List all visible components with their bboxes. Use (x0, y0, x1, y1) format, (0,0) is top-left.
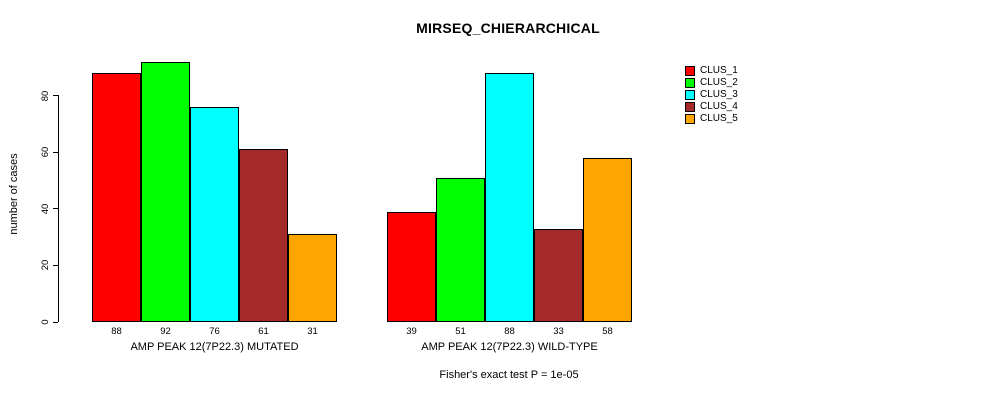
bar-value-label: 61 (258, 326, 269, 337)
legend-swatch (685, 78, 695, 88)
bar (141, 62, 190, 322)
y-axis-tick (53, 264, 58, 266)
legend-item: CLUS_3 (685, 89, 738, 101)
bar (239, 149, 288, 322)
legend-swatch (685, 90, 695, 100)
bar (387, 212, 436, 322)
bar-value-label: 58 (602, 326, 613, 337)
legend-label: CLUS_3 (700, 89, 738, 100)
bar-value-label: 39 (406, 326, 417, 337)
bar-value-label: 33 (553, 326, 564, 337)
legend-label: CLUS_2 (700, 77, 738, 88)
bar (485, 73, 534, 322)
legend-item: CLUS_5 (685, 113, 738, 125)
legend-swatch (685, 66, 695, 76)
bar (190, 107, 239, 322)
y-axis-tick-label: 40 (40, 203, 51, 215)
y-axis-line (58, 95, 59, 322)
y-axis-tick-label: 20 (40, 260, 51, 271)
legend-item: CLUS_4 (685, 101, 738, 113)
group-label: AMP PEAK 12(7P22.3) WILD-TYPE (421, 341, 598, 353)
chart-title: MIRSEQ_CHIERARCHICAL (416, 20, 600, 36)
y-axis-tick-label: 80 (40, 90, 51, 101)
legend-label: CLUS_5 (700, 113, 738, 124)
y-axis-tick (53, 151, 58, 153)
y-axis-tick (53, 321, 58, 323)
legend-label: CLUS_1 (700, 65, 738, 76)
group-label: AMP PEAK 12(7P22.3) MUTATED (130, 341, 299, 353)
y-axis-tick (53, 95, 58, 97)
legend: CLUS_1 CLUS_2 CLUS_3 CLUS_4 CLUS_5 (685, 65, 738, 125)
bar-value-label: 76 (209, 326, 220, 337)
y-axis-tick-label: 60 (40, 146, 51, 158)
y-axis-label: number of cases (8, 153, 20, 235)
footer-note: Fisher's exact test P = 1e-05 (439, 369, 579, 381)
bar (288, 234, 337, 322)
legend-item: CLUS_2 (685, 77, 738, 89)
bar (583, 158, 632, 322)
legend-item: CLUS_1 (685, 65, 738, 77)
bar-value-label: 88 (504, 326, 515, 337)
bar (436, 178, 485, 322)
legend-swatch (685, 114, 695, 124)
bar-value-label: 92 (160, 326, 171, 337)
legend-swatch (685, 102, 695, 112)
y-axis-tick (53, 208, 58, 210)
bar (534, 229, 583, 322)
y-axis-tick-label: 0 (40, 319, 51, 325)
bar-value-label: 51 (455, 326, 466, 337)
bar-value-label: 31 (307, 326, 318, 337)
bar (92, 73, 141, 322)
bar-value-label: 88 (111, 326, 122, 337)
legend-label: CLUS_4 (700, 101, 738, 112)
